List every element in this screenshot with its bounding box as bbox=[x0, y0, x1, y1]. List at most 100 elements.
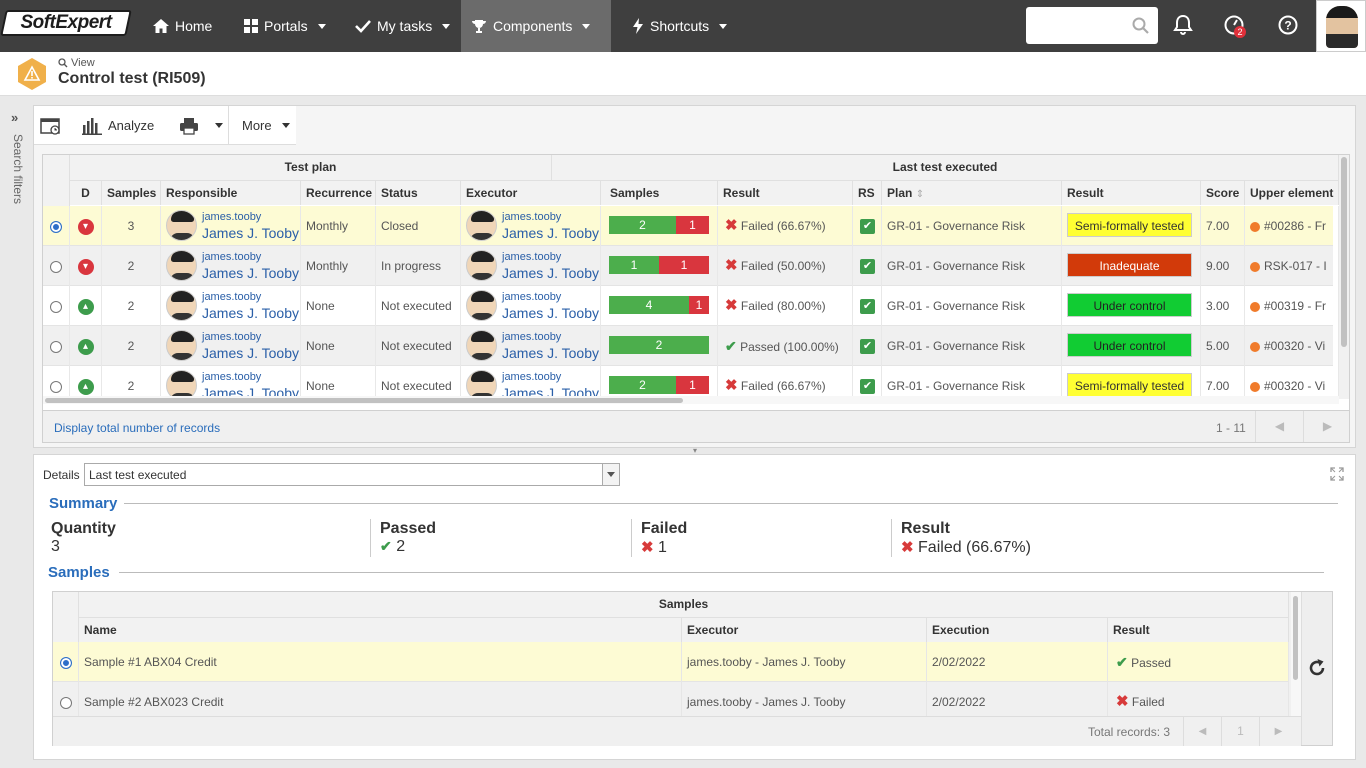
col-rs[interactable]: RS bbox=[853, 180, 882, 205]
chevron-down-icon[interactable] bbox=[602, 464, 619, 485]
sample-select[interactable] bbox=[53, 682, 79, 716]
trend-up-icon: ▴ bbox=[77, 298, 94, 315]
row-radio[interactable] bbox=[59, 696, 72, 709]
refresh-button[interactable] bbox=[1301, 592, 1332, 745]
page-number[interactable]: 1 bbox=[1221, 717, 1259, 746]
workflow-tasks[interactable]: 2 bbox=[1222, 14, 1246, 38]
col-plan[interactable]: Plan ⇕ bbox=[882, 180, 1062, 205]
col-samples[interactable]: Samples bbox=[102, 180, 161, 205]
col-result[interactable]: Result bbox=[718, 180, 853, 205]
rs-cell: ✔ bbox=[853, 326, 882, 366]
table-row[interactable]: ▾ 2 james.tooby James J. Tooby Monthly In pro… bbox=[43, 246, 1339, 286]
risk-icon bbox=[1250, 261, 1260, 272]
col-recurrence[interactable]: Recurrence bbox=[301, 180, 376, 205]
prev-page-button[interactable]: ◀ bbox=[1255, 411, 1303, 442]
samples-group-header: Samples bbox=[79, 592, 1289, 617]
col-status[interactable]: Status bbox=[376, 180, 461, 205]
analyze-button[interactable]: Analyze bbox=[82, 106, 154, 145]
more-button[interactable]: More bbox=[242, 106, 290, 145]
details-label: Details bbox=[43, 468, 80, 482]
col-control-result[interactable]: Result bbox=[1062, 180, 1201, 205]
table-row[interactable]: ▾ 3 james.tooby James J. Tooby Monthly Closed… bbox=[43, 206, 1339, 246]
sample-row[interactable]: Sample #1 ABX04 Credit james.tooby - Jame… bbox=[53, 642, 1289, 682]
search-input[interactable] bbox=[1026, 7, 1158, 44]
sort-icon[interactable]: ⇕ bbox=[915, 189, 925, 200]
col-test-samples[interactable]: Samples bbox=[601, 180, 718, 205]
sample-select[interactable] bbox=[53, 642, 79, 682]
result-cell: ✖ Failed (66.67%) bbox=[718, 206, 853, 246]
table-row[interactable]: ▴ 2 james.tooby James J. Tooby None Not execu… bbox=[43, 286, 1339, 326]
row-radio[interactable] bbox=[50, 300, 62, 313]
group-last-test: Last test executed bbox=[552, 155, 1339, 180]
nav-components[interactable]: Components bbox=[461, 0, 611, 52]
col-score[interactable]: Score bbox=[1201, 180, 1245, 205]
prev-page-button[interactable]: ◀ bbox=[1183, 717, 1221, 746]
nav-my-tasks[interactable]: My tasks bbox=[345, 0, 460, 52]
row-radio[interactable] bbox=[59, 656, 72, 669]
row-select[interactable] bbox=[43, 206, 70, 246]
vertical-scrollbar[interactable] bbox=[1339, 155, 1349, 399]
col-executor[interactable]: Executor bbox=[461, 180, 601, 205]
row-select[interactable] bbox=[43, 286, 70, 326]
samples-count: 2 bbox=[102, 326, 161, 366]
search-filters-label[interactable]: Search filters bbox=[11, 134, 25, 205]
sample-row[interactable]: Sample #2 ABX023 Credit james.tooby - Jam… bbox=[53, 682, 1289, 716]
table-row[interactable]: ▴ 2 james.tooby James J. Tooby None Not execu… bbox=[43, 366, 1339, 396]
notification-bell[interactable] bbox=[1171, 14, 1195, 38]
details-select[interactable]: Last test executed bbox=[84, 463, 620, 486]
nav-shortcuts[interactable]: Shortcuts bbox=[622, 0, 737, 52]
plan-cell: GR-01 - Governance Risk bbox=[882, 286, 1062, 326]
row-select[interactable] bbox=[43, 246, 70, 286]
cross-icon: ✖ bbox=[725, 377, 738, 394]
col-d[interactable]: D bbox=[70, 180, 102, 205]
col-upper-element[interactable]: Upper element bbox=[1245, 180, 1339, 205]
responsible-cell: james.tooby James J. Tooby bbox=[161, 366, 301, 396]
col-sample-result[interactable]: Result bbox=[1108, 617, 1289, 642]
row-radio[interactable] bbox=[50, 260, 62, 273]
search-icon[interactable] bbox=[1132, 17, 1149, 34]
executor-cell: james.tooby James J. Tooby bbox=[461, 246, 601, 286]
bar-chart-icon bbox=[82, 117, 102, 135]
display-total-link[interactable]: Display total number of records bbox=[54, 421, 221, 435]
user-avatar-icon bbox=[466, 290, 497, 321]
scrollbar-thumb[interactable] bbox=[45, 398, 683, 403]
row-radio[interactable] bbox=[50, 380, 62, 393]
horizontal-scrollbar[interactable] bbox=[43, 396, 1339, 404]
plan-cell: GR-01 - Governance Risk bbox=[882, 326, 1062, 366]
samples-bar-cell: 2 bbox=[601, 326, 718, 366]
print-button[interactable] bbox=[179, 106, 223, 145]
row-select[interactable] bbox=[43, 366, 70, 396]
responsible-cell: james.tooby James J. Tooby bbox=[161, 326, 301, 366]
row-radio[interactable] bbox=[50, 220, 62, 233]
next-page-button[interactable]: ▶ bbox=[1259, 717, 1297, 746]
upper-element-cell: #00320 - Vi bbox=[1245, 366, 1339, 396]
vertical-scrollbar[interactable] bbox=[1291, 592, 1301, 716]
col-sample-name[interactable]: Name bbox=[79, 617, 682, 642]
page-header: View Control test (RI509) bbox=[0, 52, 1366, 96]
help-button[interactable]: ? bbox=[1276, 14, 1300, 38]
splitter-handle[interactable]: ▾ bbox=[692, 446, 697, 455]
expand-icon[interactable] bbox=[1330, 467, 1344, 481]
checkbox-checked-icon: ✔ bbox=[860, 259, 875, 275]
nav-home[interactable]: Home bbox=[143, 0, 222, 52]
header-corner bbox=[43, 155, 70, 206]
table-row[interactable]: ▴ 2 james.tooby James J. Tooby None Not execu… bbox=[43, 326, 1339, 366]
softexpert-logo[interactable]: SoftExpert bbox=[0, 10, 132, 36]
expand-icon[interactable]: » bbox=[11, 110, 19, 125]
col-sample-execution[interactable]: Execution bbox=[927, 617, 1108, 642]
user-avatar-icon bbox=[466, 330, 497, 361]
row-select[interactable] bbox=[43, 326, 70, 366]
view-details-button[interactable] bbox=[40, 106, 62, 145]
col-sample-executor[interactable]: Executor bbox=[682, 617, 927, 642]
nav-portals[interactable]: Portals bbox=[234, 0, 336, 52]
next-page-button[interactable]: ▶ bbox=[1303, 411, 1351, 442]
scrollbar-thumb[interactable] bbox=[1341, 157, 1347, 347]
recurrence-cell: None bbox=[301, 366, 376, 396]
direction-cell: ▴ bbox=[70, 326, 102, 366]
user-avatar[interactable] bbox=[1316, 0, 1366, 52]
row-radio[interactable] bbox=[50, 340, 62, 353]
samples-body: Sample #1 ABX04 Credit james.tooby - Jame… bbox=[53, 642, 1289, 716]
search-filters-sidebar[interactable]: » Search filters bbox=[0, 96, 33, 768]
col-responsible[interactable]: Responsible bbox=[161, 180, 301, 205]
